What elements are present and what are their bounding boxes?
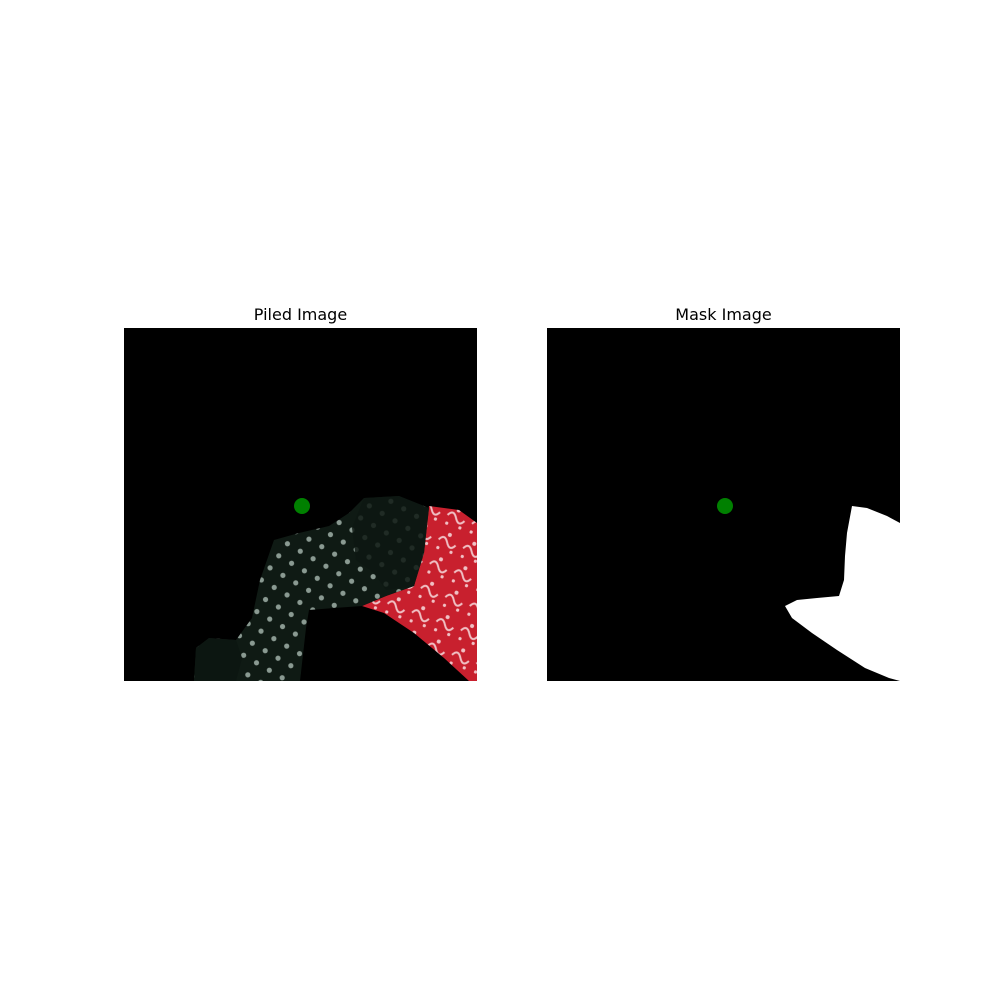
- mask-region: [785, 506, 900, 681]
- piled-image-panel: [124, 328, 477, 681]
- red-cloth: [362, 506, 477, 681]
- green-marker-mask: [717, 498, 733, 514]
- mask-image-title: Mask Image: [675, 305, 772, 324]
- piled-image-title: Piled Image: [253, 305, 348, 324]
- cloth-fold-shadow: [352, 496, 429, 590]
- mask-image-canvas: [547, 328, 900, 681]
- mask-image-panel: [547, 328, 900, 681]
- cloth-corner-shadow: [194, 638, 242, 681]
- piled-image-canvas: [124, 328, 477, 681]
- green-marker-piled: [294, 498, 310, 514]
